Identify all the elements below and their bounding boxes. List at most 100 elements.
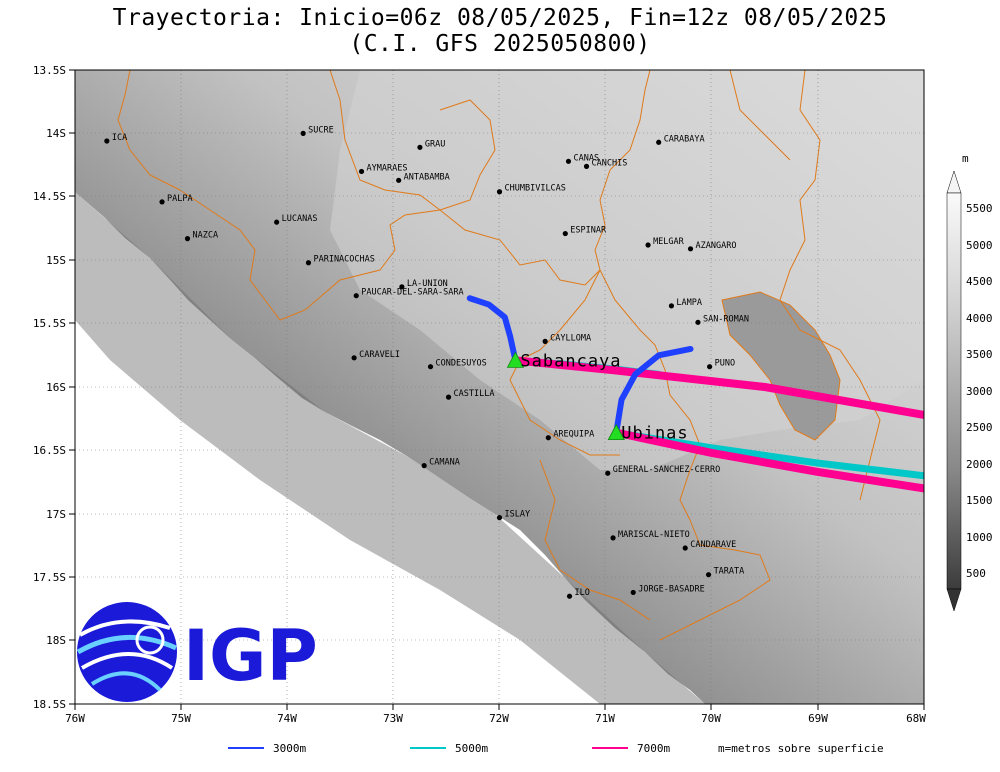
lake-titicaca — [721, 291, 841, 441]
place-marker-icon — [605, 470, 611, 476]
colorbar-label: 2500 — [966, 421, 993, 434]
place-marker-icon — [656, 139, 662, 145]
lon-label: 69W — [808, 712, 828, 725]
place-marker-icon — [104, 138, 110, 144]
colorbar-label: 5500 — [966, 202, 993, 215]
lat-label: 17.5S — [33, 571, 66, 584]
volcano-triangle-icon — [506, 351, 525, 368]
place-marker-icon — [583, 163, 590, 169]
place-label: CARAVELI — [359, 350, 400, 360]
place-marker-icon — [445, 394, 452, 400]
place-label: LUCANAS — [282, 214, 318, 224]
lat-label: 14S — [46, 127, 66, 140]
place-label: PAUCAR-DEL-SARA-SARA — [361, 288, 463, 298]
longitude-labels: 76W 75W 74W 73W 72W 71W 70W 69W 68W — [65, 712, 926, 725]
place-label: LA-UNION — [407, 279, 448, 289]
place-label: CANDARAVE — [690, 540, 736, 550]
place-marker-icon — [542, 338, 548, 344]
place-label: AZANGARO — [696, 241, 737, 251]
place-label: SUCRE — [308, 125, 334, 135]
colorbar-label: 500 — [966, 567, 986, 580]
lat-label: 15S — [46, 254, 66, 267]
place-label: NAZCA — [192, 231, 218, 241]
place-marker-icon — [610, 535, 616, 541]
place-label: LAMPA — [676, 298, 702, 308]
place-label: PARINACOCHAS — [313, 255, 374, 265]
lon-label: 68W — [906, 712, 926, 725]
legend: 3000m 5000m 7000m m=metros sobre superfi… — [228, 742, 884, 755]
trajectory-ubinas-3000m — [613, 345, 694, 436]
place-label: JORGE-BASADRE — [638, 584, 705, 594]
place-marker-icon — [496, 515, 503, 521]
place-label: TARATA — [714, 567, 745, 577]
place-marker-icon — [496, 189, 503, 195]
place-label: AREQUIPA — [553, 430, 594, 440]
place-label: CARABAYA — [664, 134, 705, 144]
coastal-shade — [75, 192, 705, 704]
place-label: CASTILLA — [454, 389, 495, 399]
place-label: GRAU — [425, 139, 445, 149]
colorbar-label: 5000 — [966, 239, 993, 252]
place-label: ANTABAMBA — [404, 172, 450, 182]
place-marker-icon — [705, 572, 712, 578]
colorbar-label: 1000 — [966, 531, 993, 544]
lon-label: 73W — [383, 712, 403, 725]
colorbar-ramp — [946, 192, 962, 590]
place-marker-icon — [545, 435, 551, 441]
place-label: CAMANA — [429, 458, 460, 468]
place-marker-icon — [645, 242, 651, 248]
place-marker-icon — [695, 319, 701, 325]
colorbar-label: 2000 — [966, 458, 993, 471]
place-marker-icon — [184, 236, 191, 242]
lat-label: 17S — [46, 508, 66, 521]
place-marker-icon — [305, 260, 312, 266]
place-label: ILO — [575, 588, 590, 598]
place-marker-icon — [417, 144, 423, 150]
latitude-labels: 13.5S 14S 14.5S 15S 15.5S 16S 16.5S 17S … — [33, 64, 66, 711]
colorbar-label: 1500 — [966, 494, 993, 507]
place-label: PUNO — [715, 359, 735, 369]
place-marker-icon — [300, 130, 306, 136]
lat-label: 18S — [46, 634, 66, 647]
place-label: CANAS — [573, 153, 599, 163]
place-marker-icon — [682, 545, 688, 551]
lat-label: 16S — [46, 381, 66, 394]
colorbar: m 500 1000 1500 2000 2500 3000 3500 4000… — [946, 152, 993, 612]
place-label: CONDESUYOS — [436, 359, 487, 369]
place-label: GENERAL-SANCHEZ-CERRO — [613, 465, 720, 475]
colorbar-unit: m — [962, 152, 969, 165]
colorbar-label: 4500 — [966, 275, 993, 288]
lat-label: 16.5S — [33, 444, 66, 457]
place-label: SAN-ROMAN — [703, 314, 749, 324]
place-marker-icon — [566, 593, 573, 599]
place-label: ICA — [112, 133, 127, 143]
trajectory-ubinas-7000m — [612, 428, 924, 493]
colorbar-bottom-arrow — [946, 588, 962, 612]
place-label: ESPINAR — [570, 226, 607, 236]
legend-label-5000: 5000m — [455, 742, 488, 755]
colorbar-top-arrow — [946, 170, 962, 194]
trajectory-layer — [466, 295, 924, 493]
place-marker-icon — [421, 463, 427, 469]
place-marker-icon — [427, 364, 434, 370]
trajectory-sabancaya-3000m — [466, 295, 519, 364]
lon-label: 76W — [65, 712, 85, 725]
place-marker-icon — [396, 177, 402, 183]
igp-logo: IGP — [76, 602, 318, 702]
place-label: CHUMBIVILCAS — [505, 184, 566, 194]
legend-label-3000: 3000m — [273, 742, 306, 755]
place-label: CAYLLOMA — [550, 333, 591, 343]
lon-label: 75W — [171, 712, 191, 725]
lat-label: 13.5S — [33, 64, 66, 77]
place-marker-icon — [668, 303, 675, 309]
lat-label: 18.5S — [33, 698, 66, 711]
legend-note: m=metros sobre superficie — [718, 742, 884, 755]
place-marker-icon — [159, 199, 165, 205]
logo-text: IGP — [183, 615, 318, 697]
lon-label: 74W — [277, 712, 297, 725]
lon-label: 71W — [595, 712, 615, 725]
place-label: MELGAR — [653, 237, 685, 247]
map-title-line1: Trayectoria: Inicio=06z 08/05/2025, Fin=… — [112, 5, 888, 31]
